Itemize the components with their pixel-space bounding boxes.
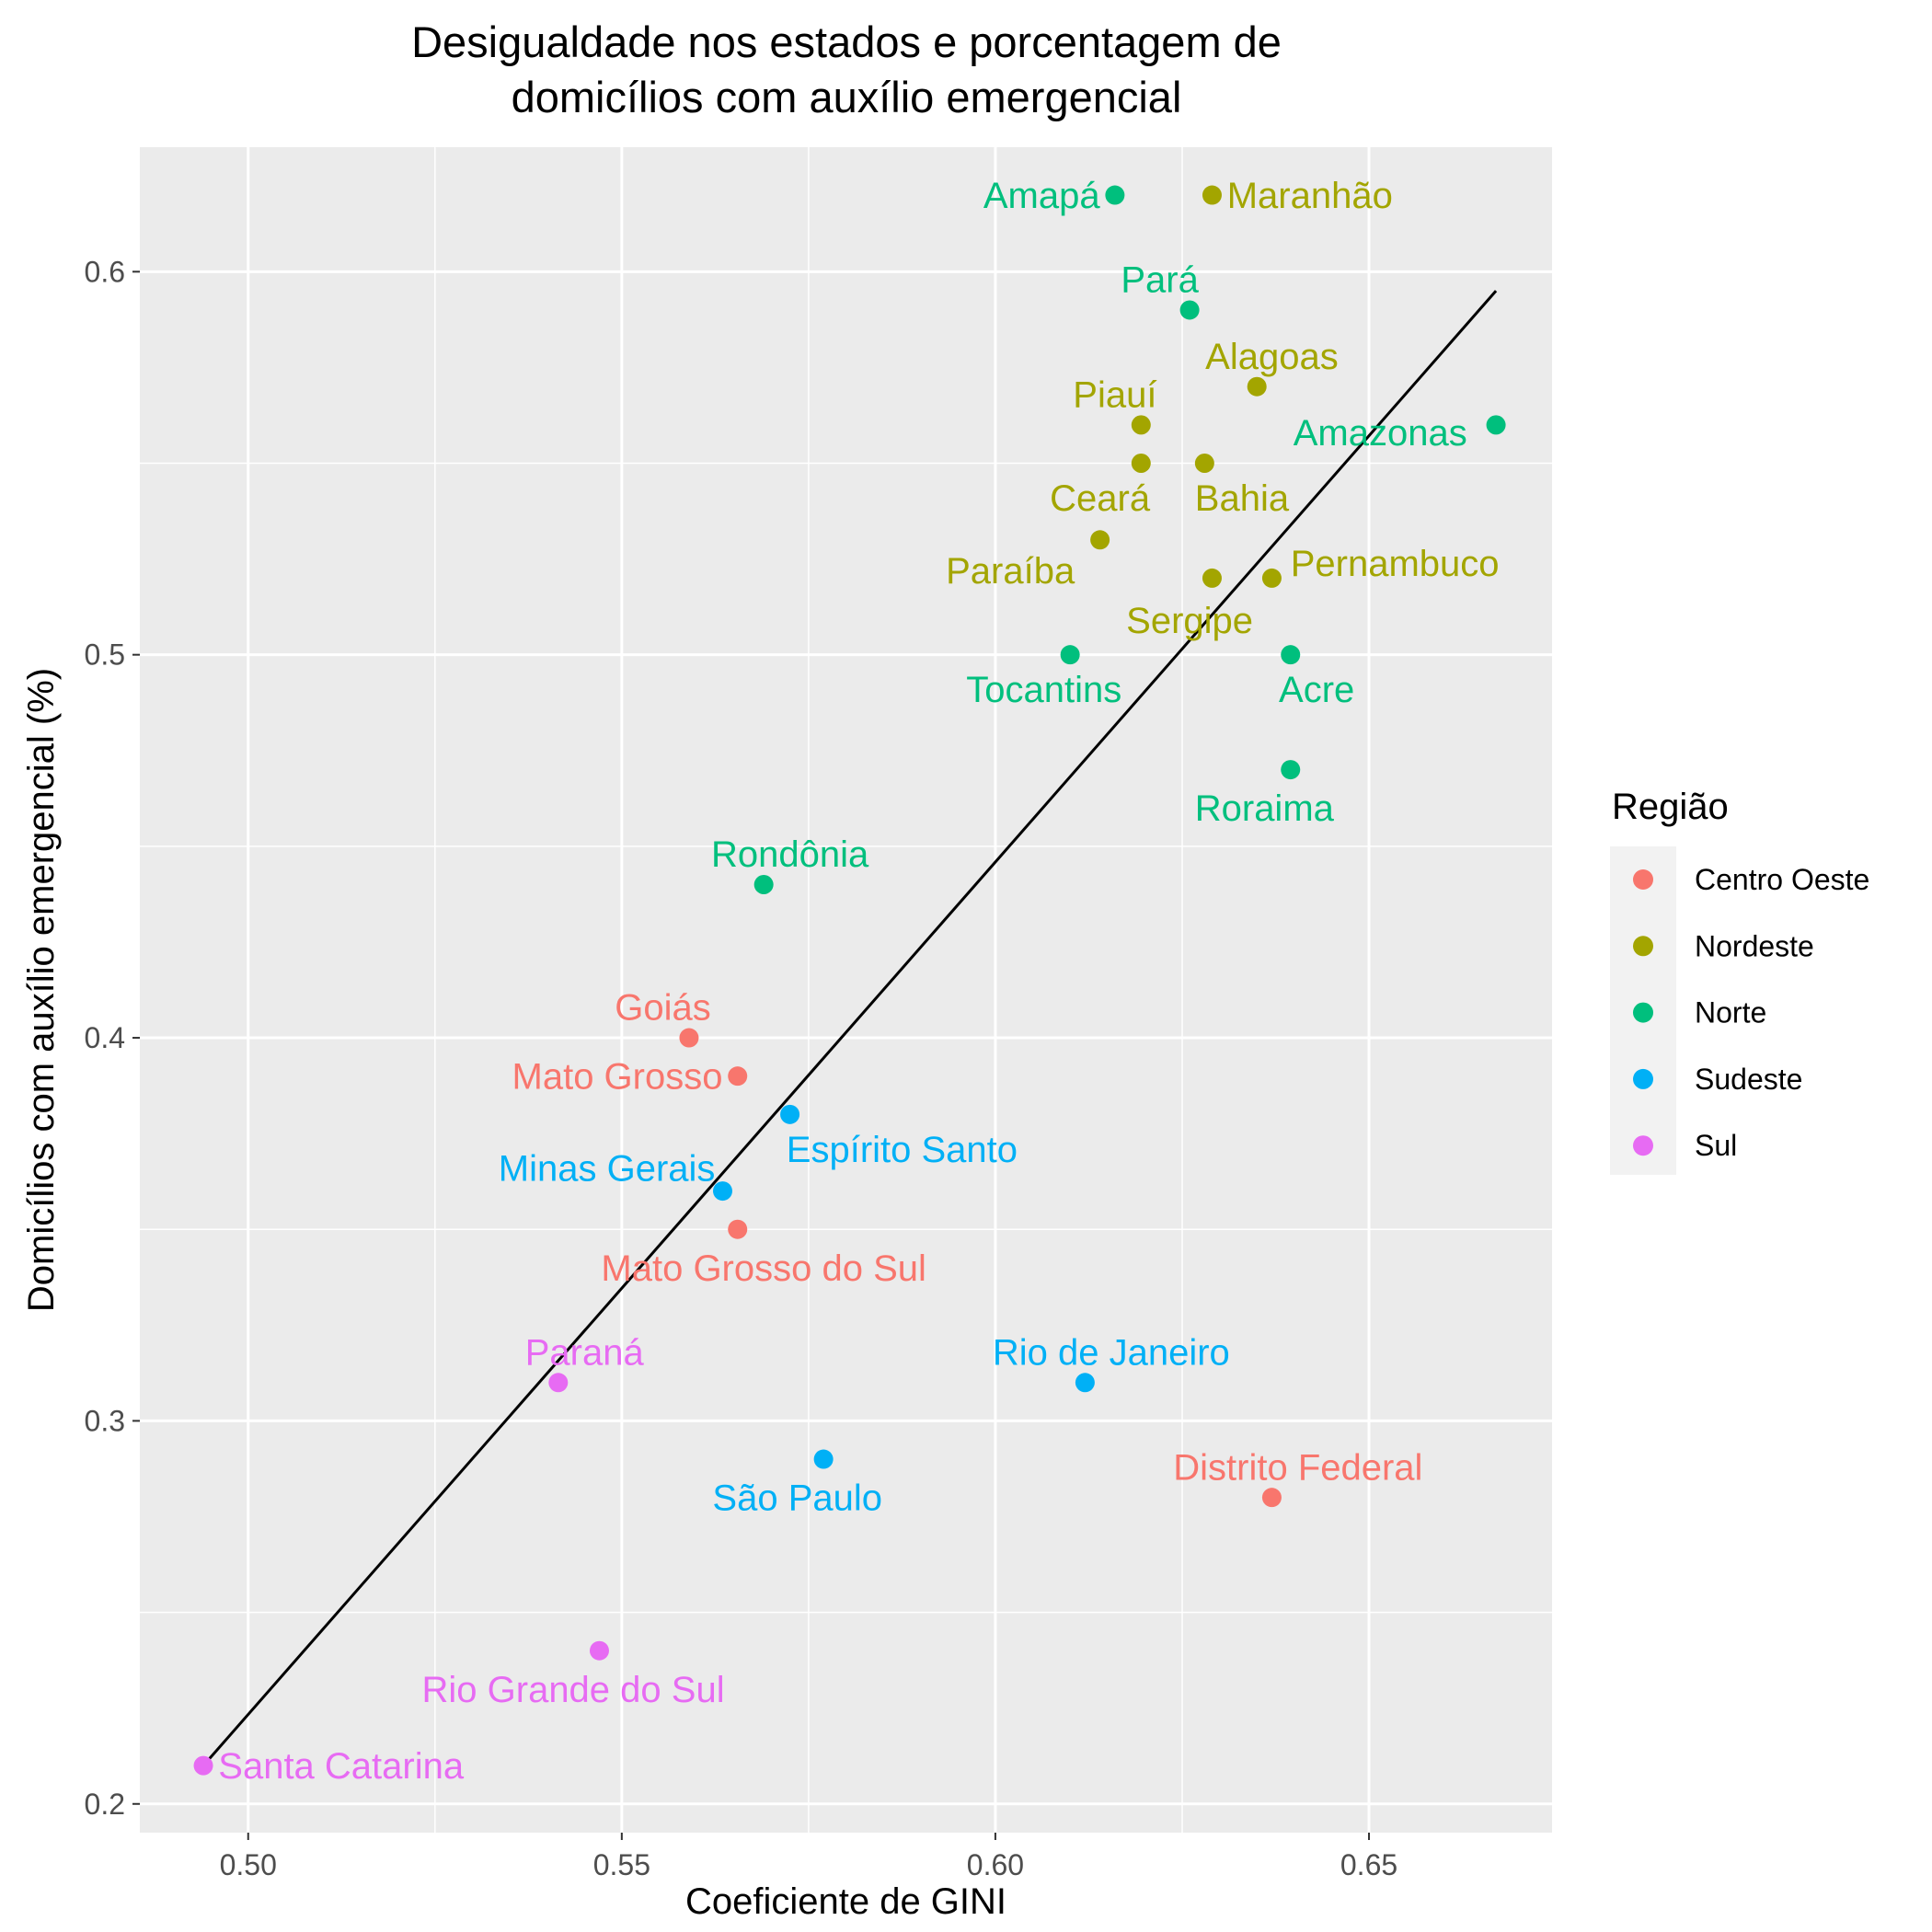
point-rio-grande-do-sul: [589, 1640, 609, 1661]
label-mato-grosso: Mato Grosso: [512, 1057, 723, 1098]
y-axis: 0.2 0.3 0.4 0.5 0.6: [85, 255, 140, 1821]
label-sao-paulo: São Paulo: [712, 1478, 882, 1519]
minor-grid: [140, 147, 1552, 1833]
point-bahia: [1194, 454, 1214, 473]
label-amapa: Amapá: [983, 176, 1100, 216]
legend-key-sul: [1633, 1135, 1653, 1156]
label-rio-grande-do-sul: Rio Grande do Sul: [422, 1670, 725, 1710]
label-parana: Paraná: [525, 1332, 645, 1373]
y-tick-label: 0.3: [85, 1404, 125, 1437]
point-parana: [548, 1373, 569, 1393]
label-maranhao: Maranhão: [1227, 176, 1393, 216]
x-tick-label: 0.55: [593, 1848, 650, 1881]
point-piaui: [1131, 415, 1151, 435]
label-paraiba: Paraíba: [946, 551, 1075, 592]
x-axis: 0.50 0.55 0.60 0.65: [220, 1833, 1397, 1881]
label-alagoas: Alagoas: [1205, 337, 1339, 377]
label-ceara: Ceará: [1050, 478, 1151, 519]
point-rio-de-janeiro: [1075, 1373, 1095, 1393]
label-bahia: Bahia: [1195, 478, 1290, 519]
legend-label-nordeste: Nordeste: [1695, 929, 1814, 962]
point-mato-grosso: [728, 1066, 748, 1087]
legend: Região Centro Oeste Nordeste Norte Sudeste S…: [1610, 787, 1869, 1175]
x-tick-label: 0.60: [967, 1848, 1024, 1881]
label-para: Pará: [1121, 260, 1199, 301]
label-santa-catarina: Santa Catarina: [218, 1746, 465, 1787]
label-rondonia: Rondônia: [711, 834, 869, 875]
x-tick-label: 0.50: [220, 1848, 277, 1881]
point-ceara: [1131, 454, 1151, 473]
legend-title: Região: [1612, 787, 1729, 827]
label-distrito-federal: Distrito Federal: [1173, 1447, 1422, 1488]
chart-title-line-1: Desigualdade nos estados e porcentagem d…: [411, 17, 1282, 66]
x-axis-title: Coeficiente de GINI: [685, 1881, 1006, 1922]
legend-label-sul: Sul: [1695, 1129, 1737, 1162]
point-paraiba: [1090, 530, 1110, 550]
label-piaui: Piauí: [1073, 375, 1156, 416]
y-tick-label: 0.6: [85, 255, 125, 288]
legend-label-sudeste: Sudeste: [1695, 1063, 1802, 1096]
point-maranhao: [1202, 185, 1222, 205]
y-tick-label: 0.5: [85, 638, 125, 672]
chart-title-line-2: domicílios com auxílio emergencial: [512, 73, 1182, 121]
legend-key-sudeste: [1633, 1068, 1653, 1089]
x-tick-label: 0.65: [1340, 1848, 1397, 1881]
plot-panel: [140, 147, 1552, 1833]
label-rio-de-janeiro: Rio de Janeiro: [993, 1332, 1230, 1373]
label-roraima: Roraima: [1195, 788, 1335, 829]
point-tocantins: [1060, 645, 1080, 665]
data-points: [193, 185, 1506, 1776]
point-acre: [1281, 645, 1301, 665]
legend-items: Centro Oeste Nordeste Norte Sudeste Sul: [1633, 863, 1869, 1162]
point-espirito-santo: [780, 1104, 800, 1124]
legend-label-norte: Norte: [1695, 996, 1766, 1029]
label-goias: Goiás: [615, 988, 711, 1029]
chart-title: Desigualdade nos estados e porcentagem d…: [411, 17, 1282, 121]
label-sergipe: Sergipe: [1126, 601, 1253, 641]
label-acre: Acre: [1279, 670, 1354, 710]
label-mato-grosso-do-sul: Mato Grosso do Sul: [601, 1248, 926, 1289]
label-espirito-santo: Espírito Santo: [787, 1130, 1018, 1170]
legend-key-norte: [1633, 1002, 1653, 1023]
point-minas-gerais: [712, 1181, 732, 1202]
point-rondonia: [753, 875, 774, 894]
label-pernambuco: Pernambuco: [1291, 544, 1500, 584]
y-tick-label: 0.2: [85, 1788, 125, 1821]
point-alagoas: [1247, 376, 1267, 397]
point-distrito-federal: [1261, 1488, 1282, 1508]
point-santa-catarina: [193, 1755, 213, 1776]
y-axis-title: Domicílios com auxílio emergencial (%): [21, 668, 62, 1312]
label-amazonas: Amazonas: [1294, 413, 1467, 454]
legend-key-nordeste: [1633, 936, 1653, 957]
point-goias: [679, 1028, 699, 1048]
point-para: [1179, 300, 1200, 320]
point-mato-grosso-do-sul: [728, 1219, 748, 1239]
point-sao-paulo: [813, 1449, 834, 1469]
major-grid: [140, 147, 1552, 1833]
point-amazonas: [1486, 415, 1506, 435]
point-sergipe: [1202, 568, 1222, 588]
label-minas-gerais: Minas Gerais: [499, 1149, 716, 1190]
point-amapa: [1105, 185, 1125, 205]
label-tocantins: Tocantins: [966, 670, 1121, 710]
legend-label-centro-oeste: Centro Oeste: [1695, 863, 1869, 896]
point-roraima: [1281, 760, 1301, 780]
trend-line: [201, 290, 1498, 1767]
y-tick-label: 0.4: [85, 1021, 125, 1054]
legend-key-centro-oeste: [1633, 869, 1653, 890]
point-pernambuco: [1261, 568, 1282, 588]
